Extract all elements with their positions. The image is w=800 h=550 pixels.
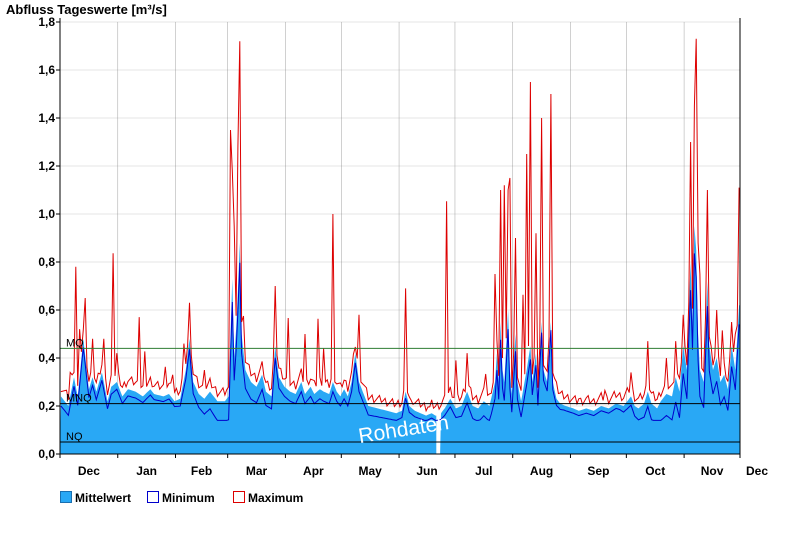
reference-label-nq: NQ [66,431,83,443]
legend-swatch-minimum [147,491,159,503]
x-tick-label: Feb [191,464,212,478]
grid [60,21,740,454]
y-tick-label: 0,0 [38,447,55,461]
maximum-line [60,38,740,413]
x-tick-label: Oct [645,464,665,478]
minimum-line [60,253,740,422]
x-tick-label: May [359,464,383,478]
x-tick-label: Aug [530,464,553,478]
legend-swatch-maximum [233,491,245,503]
y-tick-label: 1,6 [38,63,55,77]
legend-label-mittelwert: Mittelwert [75,491,131,505]
y-tick-label: 0,2 [38,399,55,413]
y-tick-label: 0,8 [38,255,55,269]
y-tick-label: 0,4 [38,351,55,365]
y-tick-label: 1,4 [38,111,55,125]
legend-label-minimum: Minimum [162,491,215,505]
axes: 0,0 0,2 0,4 0,6 0,8 1,0 1,2 1,4 1,6 1,8 Dec Jan Feb M… [38,15,768,478]
y-tick-label: 1,8 [38,15,55,29]
y-tick-label: 1,2 [38,159,55,173]
y-tick-label: 0,6 [38,303,55,317]
data-layer [60,38,740,454]
legend-swatch-mittelwert [60,491,72,503]
x-tick-label: Dec [746,464,768,478]
x-tick-label: Nov [701,464,724,478]
mean-area [440,226,740,454]
x-tick-label: Jan [136,464,157,478]
x-tick-label: Jul [475,464,492,478]
reference-label-mq: MQ [66,337,84,349]
x-tick-label: Apr [303,464,324,478]
legend-label-maximum: Maximum [248,491,303,505]
legend: Mittelwert Minimum Maximum [60,491,303,505]
x-tick-label: Mar [246,464,268,478]
reference-label-mnq: MNQ [66,393,92,405]
y-tick-label: 1,0 [38,207,55,221]
mean-area [60,242,437,454]
chart-title: Abfluss Tageswerte [m³/s] [6,2,167,17]
x-tick-label: Dec [78,464,100,478]
x-tick-label: Sep [587,464,609,478]
x-tick-label: Jun [416,464,437,478]
